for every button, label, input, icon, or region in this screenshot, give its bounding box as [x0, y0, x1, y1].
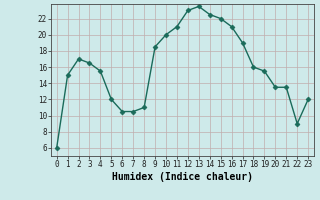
X-axis label: Humidex (Indice chaleur): Humidex (Indice chaleur)	[112, 172, 253, 182]
